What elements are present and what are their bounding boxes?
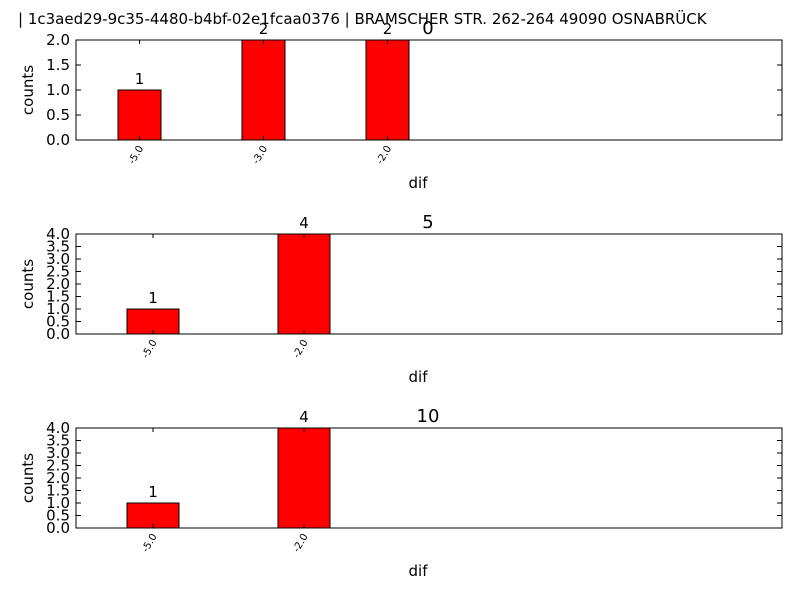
bar — [241, 39, 286, 141]
y-tick-label: 1.0 — [46, 81, 70, 99]
bar-value-label: 4 — [299, 408, 309, 426]
y-tick-label: 1.0 — [46, 494, 70, 512]
bar-value-label: 4 — [299, 214, 309, 232]
subplot-1: 1 -5.0 4 -2.0 0.00.51.01.52.02.53.03.54.0 5 di… — [19, 212, 783, 386]
y-tick-label: 2.0 — [46, 469, 70, 487]
x-tick-label: -5.0 — [140, 338, 159, 360]
bar-value-label: 2 — [383, 20, 393, 38]
subplot-title: 5 — [422, 212, 433, 233]
axes-frame — [75, 233, 783, 335]
x-axis-label: dif — [409, 562, 429, 580]
y-tick-label: 0.5 — [46, 507, 70, 525]
axes-frame — [75, 39, 783, 141]
y-tick-label: 0.0 — [46, 519, 70, 537]
x-tick-label: -2.0 — [291, 338, 310, 360]
x-axis-label: dif — [409, 368, 429, 386]
y-tick-label: 3.5 — [46, 432, 70, 450]
y-tick-label: 0.0 — [46, 325, 70, 343]
y-tick-label: 2.5 — [46, 263, 70, 281]
y-axis-label: counts — [19, 259, 37, 309]
x-tick-label: -3.0 — [251, 144, 270, 166]
y-tick-label: 4.0 — [46, 225, 70, 243]
y-tick-label: 0.5 — [46, 313, 70, 331]
x-tick-label: -2.0 — [375, 144, 394, 166]
x-tick-label: -5.0 — [140, 532, 159, 554]
y-tick-label: 1.5 — [46, 288, 70, 306]
x-tick-label: -2.0 — [291, 532, 310, 554]
y-axis-label: counts — [19, 453, 37, 503]
bar — [277, 233, 331, 335]
subplot-2: 1 -5.0 4 -2.0 0.00.51.01.52.02.53.03.54.0 10 d… — [19, 406, 783, 580]
bar — [277, 427, 331, 529]
y-tick-label: 3.0 — [46, 250, 70, 268]
bar-value-label: 1 — [135, 70, 145, 88]
bar-value-label: 2 — [259, 20, 269, 38]
bar-value-label: 1 — [148, 483, 158, 501]
bar — [117, 89, 162, 141]
y-tick-label: 4.0 — [46, 419, 70, 437]
y-tick-label: 3.5 — [46, 238, 70, 256]
subplot-title: 10 — [417, 406, 440, 427]
subplot-title: 0 — [422, 18, 433, 39]
axes-frame — [75, 427, 783, 529]
y-tick-label: 1.5 — [46, 56, 70, 74]
y-tick-label: 0.5 — [46, 106, 70, 124]
x-axis-label: dif — [409, 174, 429, 192]
subplot-0: 1 -5.0 2 -3.0 2 -2.0 0.0 0.5 1.0 1.5 2.0 0 dif counts — [19, 18, 783, 192]
y-tick-label: 1.0 — [46, 300, 70, 318]
bar-value-label: 1 — [148, 289, 158, 307]
y-tick-label: 3.0 — [46, 444, 70, 462]
x-tick-label: -5.0 — [127, 144, 146, 166]
header-text: | 1c3aed29-9c35-4480-b4bf-02e1fcaa0376 |… — [18, 9, 708, 28]
y-tick-label: 1.5 — [46, 482, 70, 500]
y-tick-label: 2.5 — [46, 457, 70, 475]
y-tick-label: 2.0 — [46, 31, 70, 49]
y-axis-label: counts — [19, 65, 37, 115]
bar — [365, 39, 410, 141]
y-tick-label: 2.0 — [46, 275, 70, 293]
y-tick-label: 0.0 — [46, 131, 70, 149]
